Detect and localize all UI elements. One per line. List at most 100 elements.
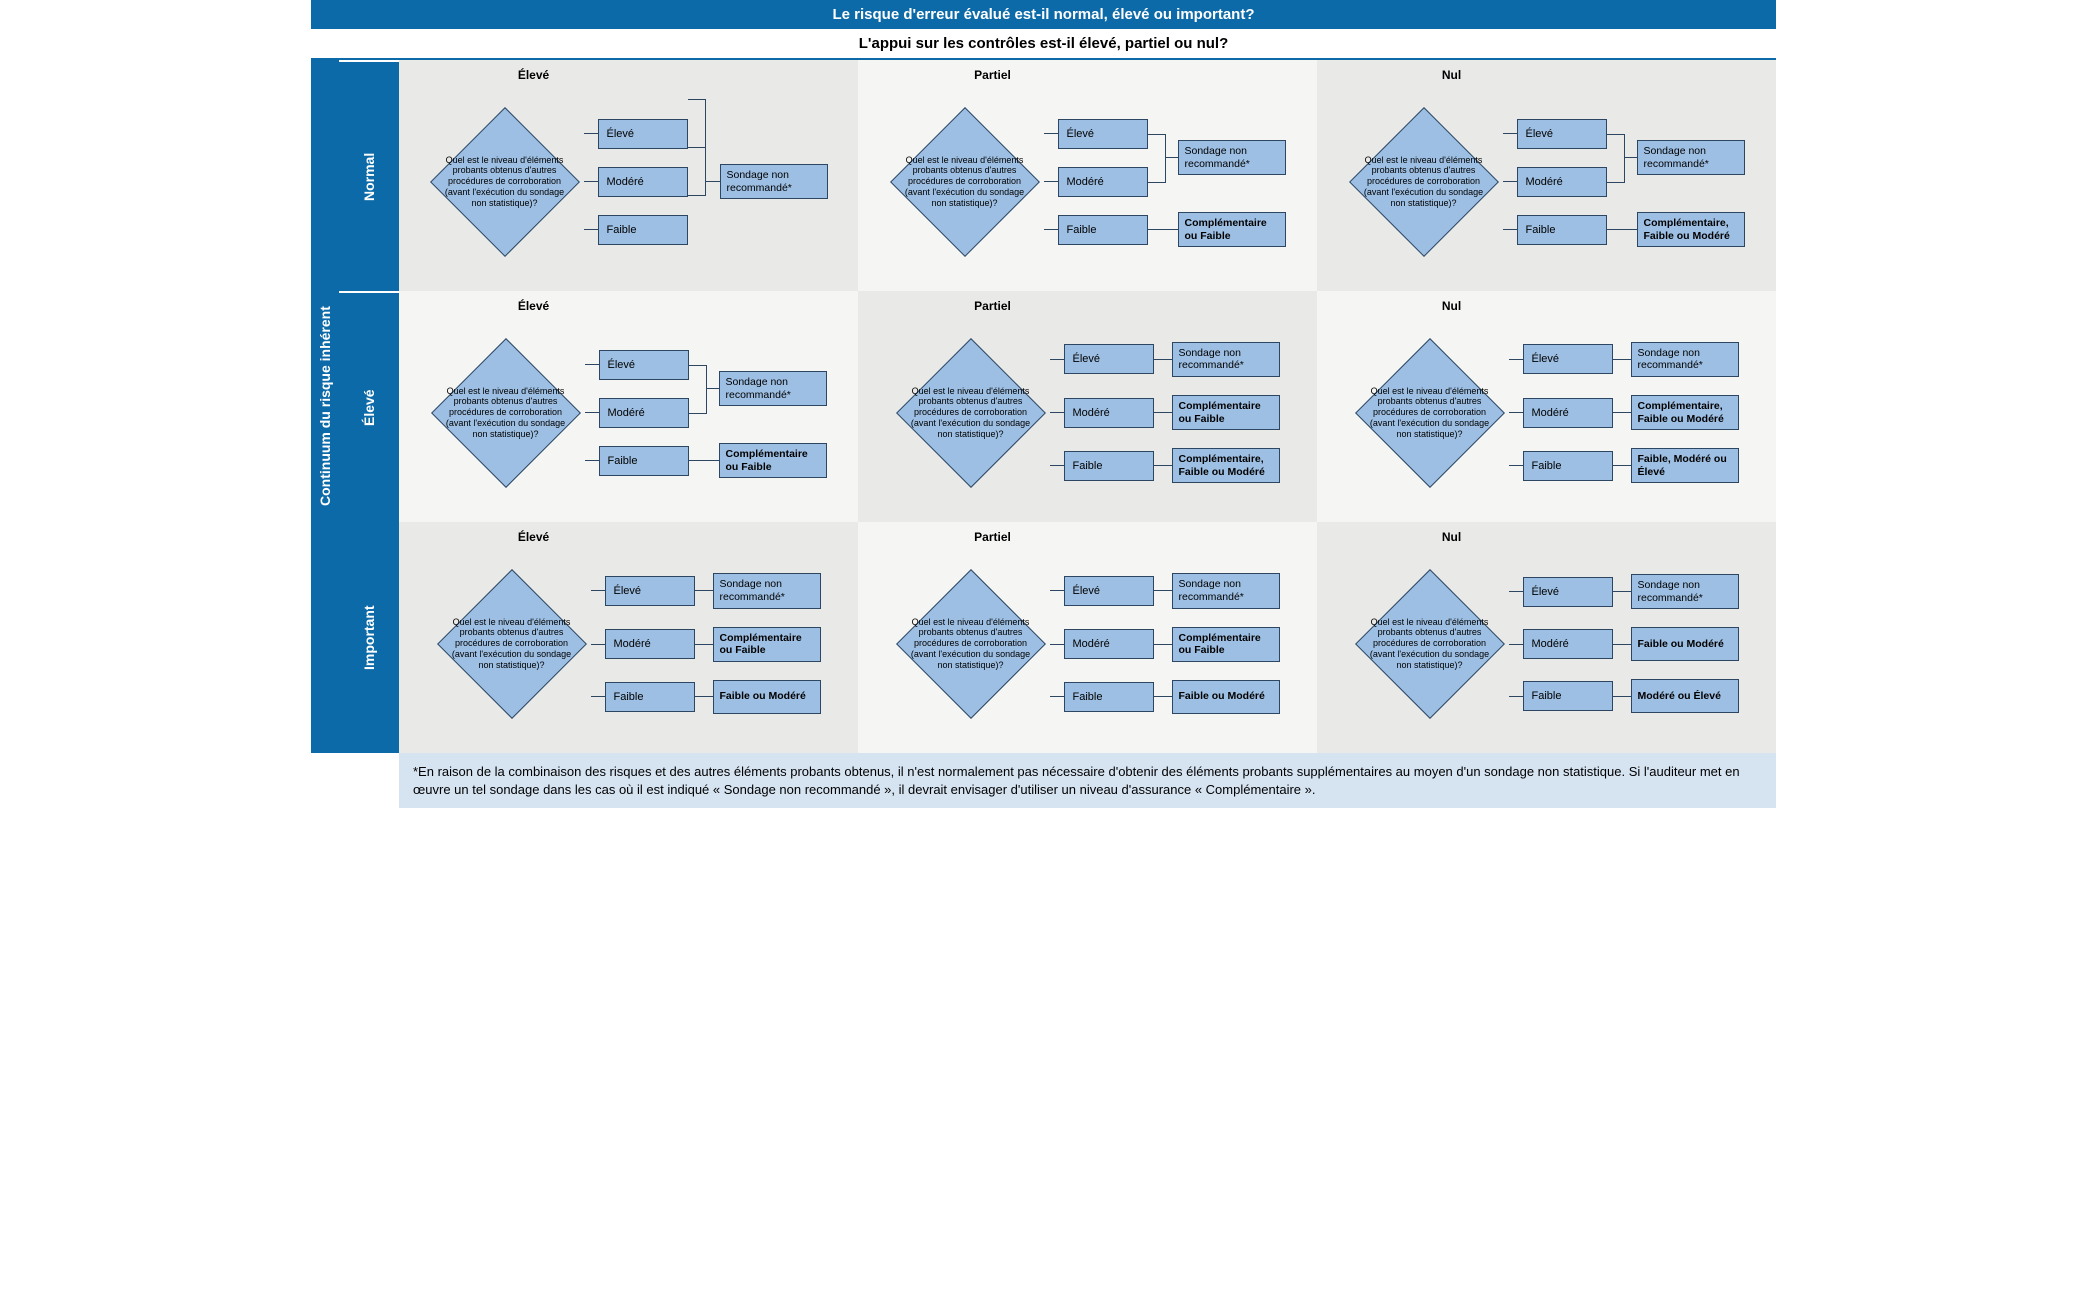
branches: Élevé Sondage non recommandé* Modéré Faible… xyxy=(1509,574,1739,713)
outcome-box: Modéré ou Élevé xyxy=(1631,679,1739,713)
level-box: Modéré xyxy=(1523,629,1613,659)
merge-bracket xyxy=(689,350,707,428)
decision-diamond: Quel est le niveau d'éléments probants o… xyxy=(430,107,580,257)
connector-line xyxy=(591,644,605,645)
connector-line xyxy=(1148,229,1178,230)
diamond-text: Quel est le niveau d'éléments probants o… xyxy=(1349,569,1511,719)
connector-line xyxy=(1044,133,1058,134)
level-box: Élevé xyxy=(1523,577,1613,607)
decision-diamond: Quel est le niveau d'éléments probants o… xyxy=(896,338,1046,488)
connector-line xyxy=(1509,359,1523,360)
branches: ÉlevéSondage non recommandé*ModéréComplé… xyxy=(591,573,821,713)
outcome-box: Complémentaire, Faible ou Modéré xyxy=(1637,212,1745,247)
matrix-cell: NulQuel est le niveau d'éléments probant… xyxy=(1317,60,1776,291)
level-box: Modéré xyxy=(1064,629,1154,659)
connector-line xyxy=(1503,229,1517,230)
connector-line xyxy=(1503,133,1517,134)
side-label-continuum: Continuum du risque inhérent xyxy=(311,60,339,753)
connector-line xyxy=(1050,359,1064,360)
connector-line xyxy=(1509,412,1523,413)
decision-matrix-container: Le risque d'erreur évalué est-il normal,… xyxy=(311,0,1776,808)
level-box: Élevé xyxy=(598,119,688,149)
connector-line xyxy=(1154,465,1172,466)
connector-line xyxy=(1613,591,1631,592)
outcome-box: Faible ou Modéré xyxy=(1631,627,1739,661)
diamond-text: Quel est le niveau d'éléments probants o… xyxy=(890,569,1052,719)
level-box: Modéré xyxy=(599,398,689,428)
merge-bracket xyxy=(1148,119,1166,197)
connector-line xyxy=(591,696,605,697)
connector-line xyxy=(695,644,713,645)
merge-bracket xyxy=(1607,119,1625,197)
connector-line xyxy=(706,181,720,182)
branches: ÉlevéModéréFaible xyxy=(1503,119,1607,245)
branches: Élevé Modéré Faible xyxy=(584,119,688,245)
header-sub: L'appui sur les contrôles est-il élevé, … xyxy=(311,29,1776,60)
outcome-box: Sondage non recommandé* xyxy=(1172,342,1280,377)
outcome-box: Sondage non recommandé* xyxy=(1178,140,1286,175)
connector-line xyxy=(1050,465,1064,466)
connector-line xyxy=(585,364,599,365)
branches: ÉlevéSondage non recommandé*ModéréComplé… xyxy=(1509,342,1739,484)
connector-line xyxy=(1154,412,1172,413)
level-box: Modéré xyxy=(1058,167,1148,197)
matrix-cell: Élevé Quel est le niveau d'éléments proba… xyxy=(399,60,858,291)
outcome-box: Sondage non recommandé* xyxy=(1637,140,1745,175)
connector-line xyxy=(1166,157,1178,158)
diamond-text: Quel est le niveau d'éléments probants o… xyxy=(1343,107,1505,257)
outcome-box: Sondage non recommandé* xyxy=(1631,574,1739,609)
connector-line xyxy=(1613,644,1631,645)
diamond-text: Quel est le niveau d'éléments probants o… xyxy=(1349,338,1511,488)
row-label-normal: Normal xyxy=(339,60,399,291)
decision-diamond: Quel est le niveau d'éléments probants o… xyxy=(890,107,1040,257)
outcome-box: Faible ou Modéré xyxy=(1172,680,1280,714)
decision-diamond: Quel est le niveau d'éléments probants o… xyxy=(437,569,587,719)
level-box: Modéré xyxy=(598,167,688,197)
flow: Quel est le niveau d'éléments probants o… xyxy=(868,315,1307,510)
level-box: Faible xyxy=(598,215,688,245)
decision-diamond: Quel est le niveau d'éléments probants o… xyxy=(896,569,1046,719)
connector-line xyxy=(1509,591,1523,592)
level-box: Faible xyxy=(605,682,695,712)
matrix-cell: PartielQuel est le niveau d'éléments pro… xyxy=(858,291,1317,522)
connector-line xyxy=(1509,696,1523,697)
diamond-text: Quel est le niveau d'éléments probants o… xyxy=(890,338,1052,488)
level-box: Faible xyxy=(1058,215,1148,245)
connector-line xyxy=(1044,181,1058,182)
level-box: Élevé xyxy=(1523,344,1613,374)
row-label-important: Important xyxy=(339,522,399,753)
outcome-box: Complémentaire ou Faible xyxy=(713,627,821,662)
flow: Quel est le niveau d'éléments probants o… xyxy=(1327,546,1766,741)
connector-line xyxy=(695,590,713,591)
level-box: Faible xyxy=(1523,451,1613,481)
connector-line xyxy=(1613,465,1631,466)
matrix-cell: NulQuel est le niveau d'éléments probant… xyxy=(1317,291,1776,522)
flow: Quel est le niveau d'éléments probants o… xyxy=(409,84,848,279)
flow: Quel est le niveau d'éléments probants o… xyxy=(409,315,848,510)
level-box: Faible xyxy=(1523,681,1613,711)
matrix-cell: Élevé Quel est le niveau d'éléments proba… xyxy=(399,522,858,753)
connector-line xyxy=(584,133,598,134)
connector-line xyxy=(1613,412,1631,413)
matrix-cell: PartielQuel est le niveau d'éléments pro… xyxy=(858,522,1317,753)
level-box: Faible xyxy=(1064,451,1154,481)
diamond-text: Quel est le niveau d'éléments probants o… xyxy=(431,569,593,719)
merge-bracket xyxy=(688,84,706,210)
connector-line xyxy=(591,590,605,591)
level-box: Faible xyxy=(1064,682,1154,712)
flow: Quel est le niveau d'éléments probants o… xyxy=(1327,315,1766,510)
level-box: Élevé xyxy=(1064,344,1154,374)
diamond-text: Quel est le niveau d'éléments probants o… xyxy=(424,107,586,257)
level-box: Élevé xyxy=(605,576,695,606)
decision-diamond: Quel est le niveau d'éléments probants o… xyxy=(431,338,581,488)
connector-line xyxy=(1625,157,1637,158)
outcome-box: Complémentaire ou Faible xyxy=(1172,627,1280,662)
branches: ÉlevéSondage non recommandé*ModéréComplé… xyxy=(1050,573,1280,713)
footnote: *En raison de la combinaison des risques… xyxy=(399,753,1776,808)
connector-line xyxy=(695,696,713,697)
outcome-box: Faible ou Modéré xyxy=(713,680,821,714)
connector-line xyxy=(1613,359,1631,360)
outcome-box: Sondage non recommandé* xyxy=(1172,573,1280,608)
level-box: Modéré xyxy=(1517,167,1607,197)
connector-line xyxy=(1050,590,1064,591)
